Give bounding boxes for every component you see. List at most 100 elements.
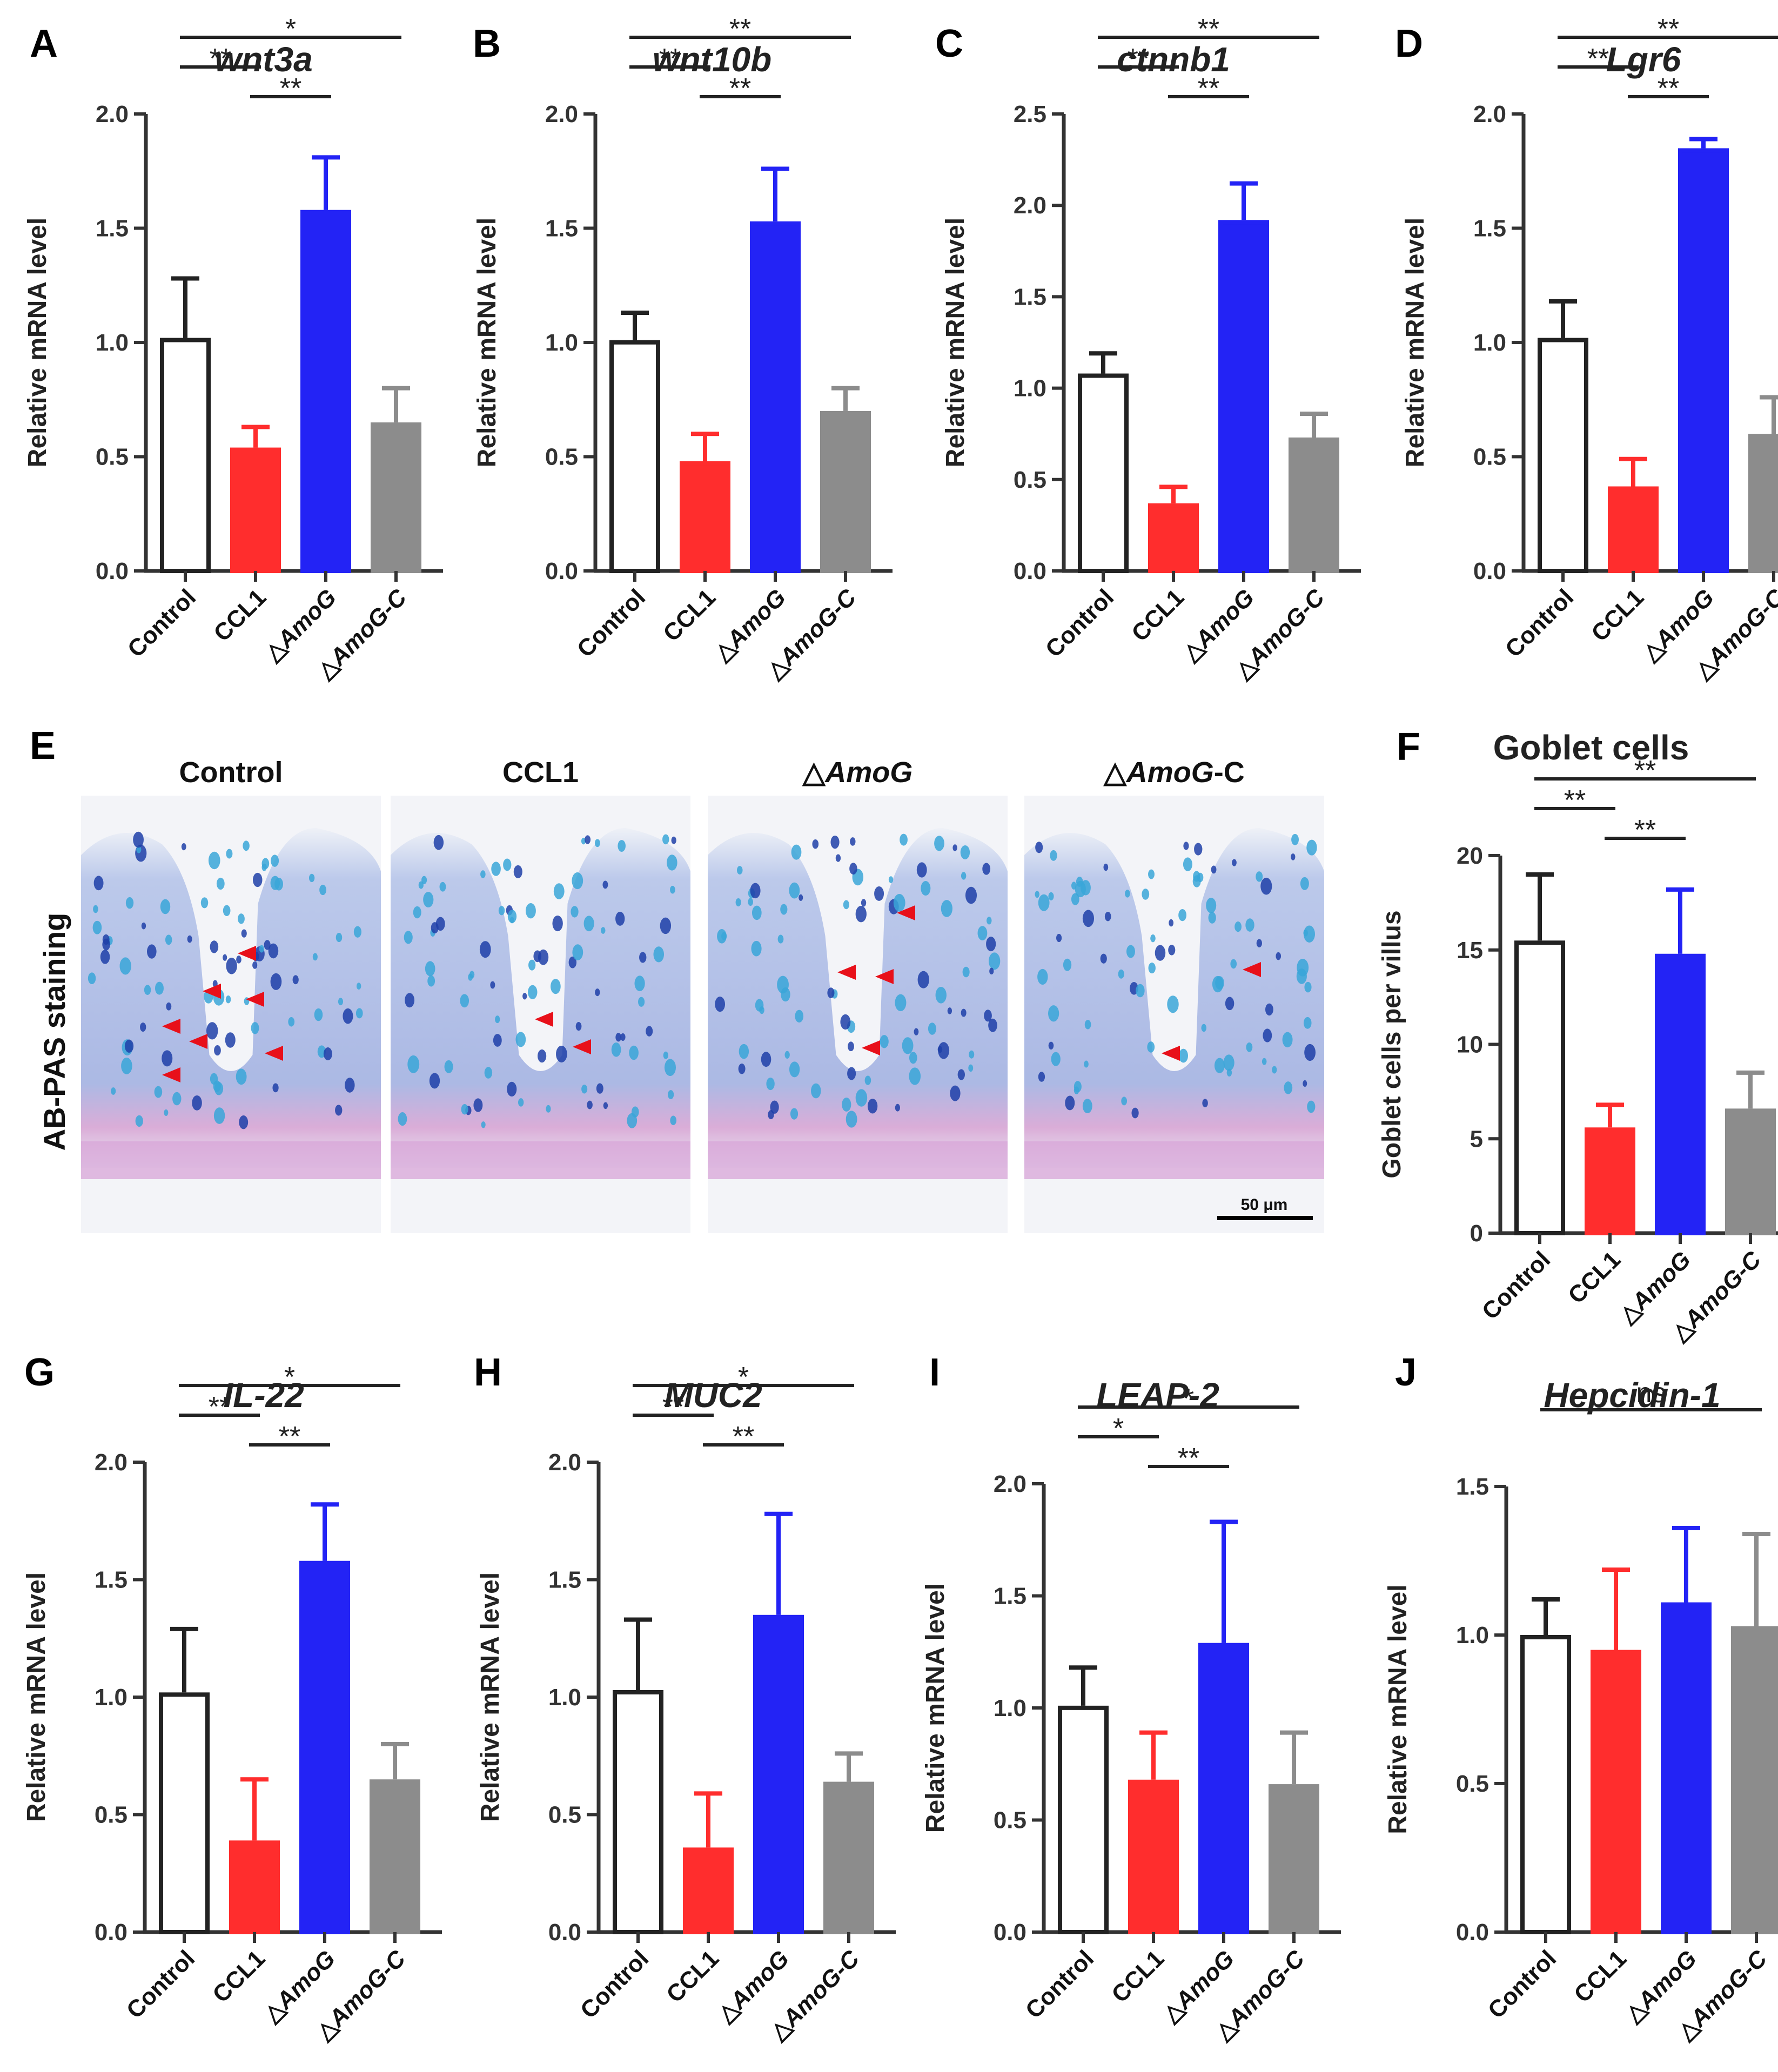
tick-tspan: AmoG xyxy=(272,584,341,654)
cell xyxy=(312,953,318,961)
cell xyxy=(1065,1095,1075,1111)
significance-label: ** xyxy=(279,1421,300,1452)
bar-CCL1 xyxy=(683,1847,734,1934)
cell xyxy=(187,935,192,943)
cell xyxy=(780,904,788,915)
cell xyxy=(495,1015,500,1024)
cell xyxy=(961,872,967,880)
cell xyxy=(493,1034,502,1047)
cell xyxy=(270,876,280,890)
cell xyxy=(777,976,789,994)
cell xyxy=(125,897,134,909)
cell xyxy=(795,1010,804,1023)
cell xyxy=(1215,976,1224,990)
y-tick-label: 2.0 xyxy=(96,101,129,127)
x-tick-label: CCL1 xyxy=(1563,1246,1626,1309)
cell xyxy=(1276,952,1281,960)
cell xyxy=(950,1085,961,1101)
y-tick-label: 10 xyxy=(1457,1032,1483,1058)
cell xyxy=(611,1042,621,1057)
bar-△AmoG xyxy=(1678,148,1729,573)
cell xyxy=(1303,929,1309,937)
cell xyxy=(314,1008,323,1021)
significance-label: ** xyxy=(1564,785,1586,816)
chart-title: Goblet cells xyxy=(1493,728,1689,767)
histology-image: CCL1 xyxy=(391,756,690,1233)
cell xyxy=(136,845,142,853)
cell xyxy=(1256,939,1262,947)
y-tick-label: 1.0 xyxy=(95,1684,128,1711)
chart-title: wnt10b xyxy=(653,40,771,79)
cell xyxy=(140,1022,146,1032)
x-tick-label: CCL1 xyxy=(1569,1945,1632,2008)
cell xyxy=(1148,963,1156,974)
y-axis-label: Relative mRNA level xyxy=(941,218,970,467)
bar-CCL1 xyxy=(230,447,281,574)
cell xyxy=(160,899,171,914)
label-tspan: △ xyxy=(802,756,826,789)
cell xyxy=(1303,1080,1307,1087)
muscle-layer xyxy=(1024,1141,1324,1179)
cell xyxy=(404,931,413,944)
tick-tspan: AmoG xyxy=(721,584,791,654)
cell xyxy=(271,855,279,867)
cell xyxy=(900,833,908,846)
y-tick-label: 1.5 xyxy=(1014,284,1046,310)
y-axis-label: Relative mRNA level xyxy=(1401,218,1430,467)
cell xyxy=(100,950,110,964)
cell xyxy=(238,913,245,924)
y-tick-label: 1.0 xyxy=(1014,375,1046,402)
cell xyxy=(93,876,104,891)
cell xyxy=(1048,892,1054,900)
tick-tspan: AmoG xyxy=(1626,1246,1696,1316)
cell xyxy=(662,834,669,845)
cell xyxy=(846,1111,857,1128)
cell xyxy=(759,1006,764,1014)
bar-△AmoG-C xyxy=(370,1779,420,1934)
cell xyxy=(893,894,905,912)
x-tick-label: Control xyxy=(1021,1945,1099,2023)
y-tick-label: 2.5 xyxy=(1014,101,1046,127)
panel-letter-I: I xyxy=(929,1351,940,1394)
chart-F: F Goblet cells Goblet cells per villus 0 5 10… xyxy=(1378,725,1778,1347)
cell xyxy=(585,835,591,844)
y-tick-label: 1.0 xyxy=(96,329,129,356)
y-tick-label: 1.5 xyxy=(545,216,578,242)
significance-label: ** xyxy=(209,1391,230,1423)
significance-label: ** xyxy=(1634,755,1656,786)
y-axis-label: Relative mRNA level xyxy=(476,1572,505,1822)
cell xyxy=(133,831,144,848)
arrowhead xyxy=(862,1040,880,1055)
bar-△AmoG xyxy=(1218,220,1269,574)
cell xyxy=(895,1104,901,1112)
label-tspan: AmoG xyxy=(1125,756,1214,789)
cell xyxy=(660,917,672,934)
cell xyxy=(581,1084,588,1094)
bar-CCL1 xyxy=(1128,1779,1179,1935)
arrowhead xyxy=(897,905,915,920)
cell xyxy=(355,1008,363,1019)
cell xyxy=(843,900,849,910)
cell xyxy=(984,1010,992,1022)
cell xyxy=(1208,912,1216,924)
cell xyxy=(847,1067,856,1080)
arrowhead xyxy=(573,1039,591,1054)
cell xyxy=(596,1083,603,1094)
cell xyxy=(653,946,665,963)
cell xyxy=(243,840,250,851)
chart-title: Lgr6 xyxy=(1606,40,1681,79)
cell xyxy=(1071,893,1079,905)
bar-Control xyxy=(1078,373,1129,573)
cell xyxy=(481,1121,486,1128)
cell xyxy=(735,898,741,907)
cell xyxy=(551,979,561,994)
cell xyxy=(937,1046,943,1053)
cell xyxy=(155,981,164,995)
cell xyxy=(490,981,495,989)
image-label: CCL1 xyxy=(502,756,579,789)
cell xyxy=(1048,1041,1054,1050)
bar-CCL1 xyxy=(229,1840,280,1935)
cell xyxy=(1048,1005,1059,1022)
